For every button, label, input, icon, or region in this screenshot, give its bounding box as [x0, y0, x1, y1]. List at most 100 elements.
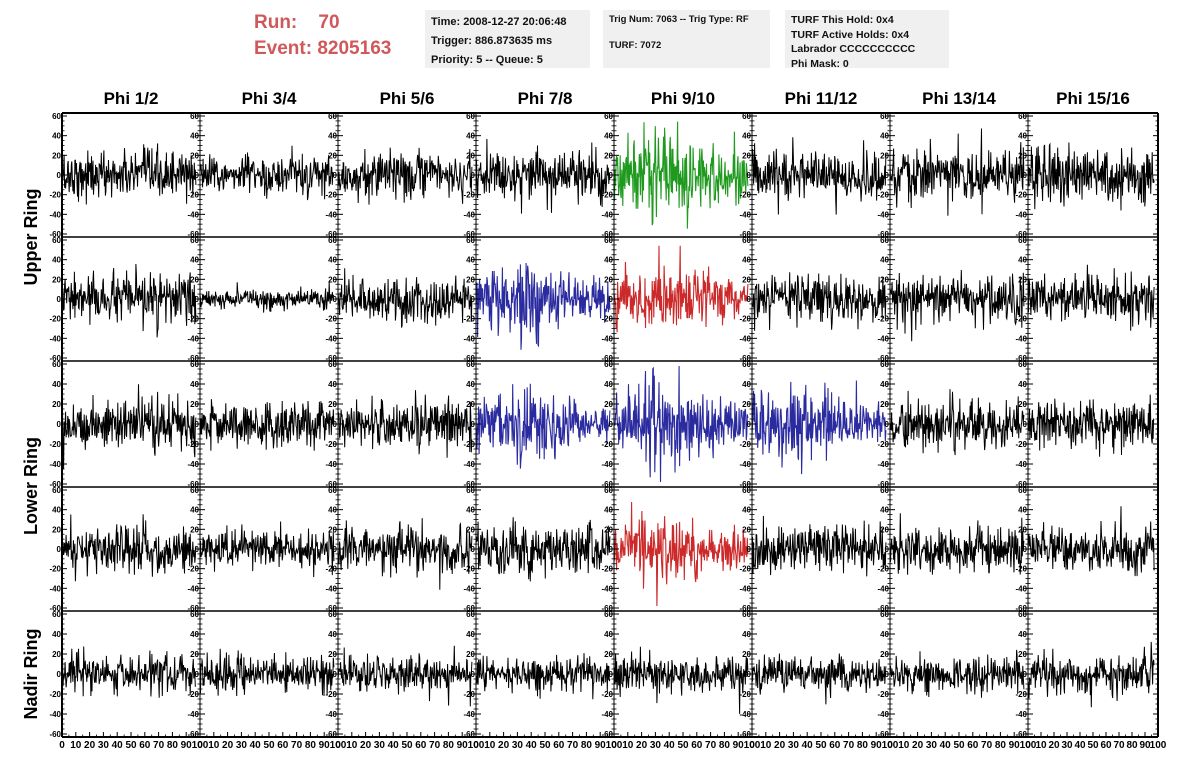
- y-tick-label: 0: [333, 171, 338, 180]
- y-tick-label: -20: [1015, 315, 1027, 324]
- y-tick-label: 60: [880, 610, 889, 619]
- y-tick-label: 60: [742, 236, 751, 245]
- x-tick-label: 30: [236, 740, 248, 751]
- x-tick-label: 10: [208, 740, 220, 751]
- y-tick-label: 40: [742, 256, 751, 265]
- waveform-r3-c6: [889, 513, 1025, 575]
- y-tick-label: -40: [877, 210, 889, 219]
- y-tick-label: 20: [604, 151, 613, 160]
- y-tick-label: -20: [463, 315, 475, 324]
- waveform-r4-c2: [337, 645, 473, 707]
- run-label: Run:: [254, 12, 298, 33]
- x-tick-label: 50: [677, 740, 689, 751]
- y-tick-label: -20: [739, 690, 751, 699]
- y-tick-label: 40: [466, 506, 475, 515]
- turf-active-holds-text: TURF Active Holds: 0x4: [791, 28, 910, 41]
- x-tick-label: 10: [70, 740, 82, 751]
- y-tick-label: -60: [49, 230, 61, 239]
- waveform-r0-c1: [199, 145, 335, 201]
- y-tick-label: -20: [463, 191, 475, 200]
- y-tick-label: 0: [195, 545, 200, 554]
- y-tick-label: -40: [601, 210, 613, 219]
- x-tick-label: 40: [940, 740, 952, 751]
- y-tick-label: 20: [604, 400, 613, 409]
- x-tick-label: 0: [59, 740, 65, 751]
- x-tick-label: 50: [815, 740, 827, 751]
- x-tick-label: 50: [953, 740, 965, 751]
- waveform-r3-c2: [337, 518, 473, 590]
- y-tick-label: 20: [52, 525, 61, 534]
- y-tick-label: 60: [328, 236, 337, 245]
- y-tick-label: 60: [880, 486, 889, 495]
- y-tick-label: 20: [52, 275, 61, 284]
- x-tick-label: 70: [429, 740, 441, 751]
- y-tick-label: -20: [187, 565, 199, 574]
- y-tick-label: 20: [1018, 151, 1027, 160]
- waveform-r0-c5: [751, 137, 887, 215]
- waveform-r2-c5: [751, 380, 887, 475]
- y-tick-label: 20: [880, 275, 889, 284]
- y-tick-label: -60: [463, 480, 475, 489]
- y-tick-label: -60: [325, 604, 337, 613]
- y-tick-label: 20: [742, 400, 751, 409]
- y-tick-label: -40: [877, 584, 889, 593]
- x-tick-label: 40: [526, 740, 538, 751]
- y-tick-label: -40: [1015, 584, 1027, 593]
- waveform-r1-c6: [889, 269, 1025, 342]
- column-header: Phi 13/14: [922, 89, 996, 108]
- y-tick-label: 60: [604, 486, 613, 495]
- y-tick-label: 20: [1018, 650, 1027, 659]
- waveform-r0-c7: [1027, 142, 1155, 211]
- waveform-r1-c2: [337, 268, 473, 328]
- x-tick-label: 0: [1025, 740, 1031, 751]
- y-tick-label: -40: [739, 710, 751, 719]
- y-tick-label: 40: [742, 380, 751, 389]
- y-tick-label: 0: [609, 295, 614, 304]
- y-tick-label: 20: [466, 650, 475, 659]
- y-tick-label: -40: [463, 584, 475, 593]
- y-tick-label: 20: [1018, 275, 1027, 284]
- y-tick-label: -60: [877, 354, 889, 363]
- priority-text: Priority: 5 -- Queue: 5: [431, 54, 543, 66]
- y-tick-label: -60: [325, 230, 337, 239]
- y-tick-label: -20: [1015, 191, 1027, 200]
- y-tick-label: 60: [466, 360, 475, 369]
- y-tick-label: -60: [877, 604, 889, 613]
- x-tick-label: 40: [112, 740, 124, 751]
- x-tick-label: 60: [139, 740, 151, 751]
- x-tick-label: 100: [330, 740, 347, 751]
- y-tick-label: 60: [466, 610, 475, 619]
- y-tick-label: -60: [1015, 230, 1027, 239]
- x-tick-label: 60: [691, 740, 703, 751]
- waveform-r3-c3: [475, 517, 611, 582]
- waveform-r4-c1: [199, 648, 335, 697]
- x-tick-label: 90: [871, 740, 883, 751]
- y-tick-label: -60: [877, 230, 889, 239]
- x-tick-label: 0: [749, 740, 755, 751]
- time-text: Time: 2008-12-27 20:06:48: [431, 16, 567, 28]
- y-tick-label: 40: [1018, 630, 1027, 639]
- x-tick-label: 0: [887, 740, 893, 751]
- x-tick-label: 80: [167, 740, 179, 751]
- column-header: Phi 5/6: [380, 89, 435, 108]
- x-tick-label: 0: [197, 740, 203, 751]
- waveform-r2-c7: [1027, 394, 1155, 457]
- y-tick-label: 60: [742, 112, 751, 121]
- y-tick-label: 0: [885, 670, 890, 679]
- waveform-r0-c2: [337, 147, 473, 205]
- waveform-r2-c4: [613, 365, 749, 483]
- y-tick-label: 40: [604, 506, 613, 515]
- x-tick-label: 60: [967, 740, 979, 751]
- x-tick-label: 70: [291, 740, 303, 751]
- x-tick-label: 40: [1074, 740, 1086, 751]
- x-tick-label: 50: [1087, 740, 1099, 751]
- y-tick-label: 0: [1023, 420, 1028, 429]
- y-tick-label: -20: [49, 565, 61, 574]
- x-tick-label: 10: [484, 740, 496, 751]
- y-tick-label: 40: [742, 630, 751, 639]
- y-tick-label: -40: [463, 334, 475, 343]
- x-tick-label: 0: [335, 740, 341, 751]
- y-tick-label: 40: [52, 380, 61, 389]
- y-tick-label: 0: [885, 171, 890, 180]
- y-tick-label: -20: [601, 191, 613, 200]
